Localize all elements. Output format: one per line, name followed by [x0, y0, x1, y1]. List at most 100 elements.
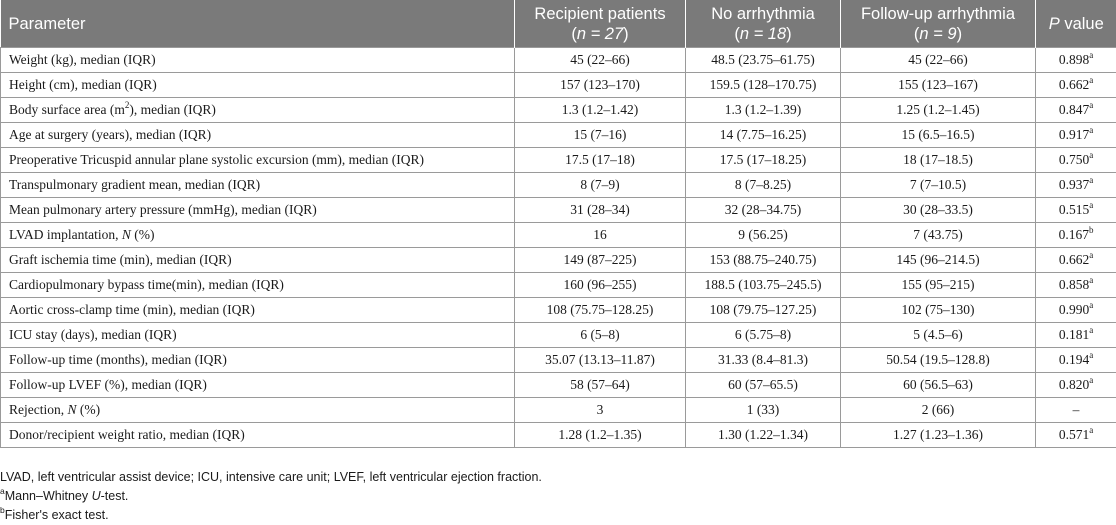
cell-recipient: 3	[515, 398, 686, 423]
cell-no-arrhythmia: 32 (28–34.75)	[686, 198, 841, 223]
cell-recipient: 35.07 (13.13–11.87)	[515, 348, 686, 373]
cell-no-arrhythmia: 9 (56.25)	[686, 223, 841, 248]
footnote-a: aMann–Whitney U-test.	[0, 487, 542, 506]
cell-p-value: 0.847a	[1036, 98, 1116, 123]
table-row: ICU stay (days), median (IQR) 6 (5–8) 6 …	[1, 323, 1116, 348]
cell-p-value: 0.898a	[1036, 48, 1116, 73]
cell-no-arrhythmia: 108 (79.75–127.25)	[686, 298, 841, 323]
cell-follow-up-arrhythmia: 30 (28–33.5)	[841, 198, 1036, 223]
cell-recipient: 1.3 (1.2–1.42)	[515, 98, 686, 123]
table-row: Graft ischemia time (min), median (IQR) …	[1, 248, 1116, 273]
table-footnotes: LVAD, left ventricular assist device; IC…	[0, 468, 542, 525]
cell-parameter: Preoperative Tricuspid annular plane sys…	[1, 148, 515, 173]
cell-no-arrhythmia: 159.5 (128–170.75)	[686, 73, 841, 98]
cell-follow-up-arrhythmia: 155 (123–167)	[841, 73, 1036, 98]
cell-p-value: 0.662a	[1036, 73, 1116, 98]
cell-parameter: Height (cm), median (IQR)	[1, 73, 515, 98]
cell-recipient: 1.28 (1.2–1.35)	[515, 423, 686, 448]
cell-recipient: 58 (57–64)	[515, 373, 686, 398]
cell-p-value: 0.858a	[1036, 273, 1116, 298]
cell-parameter: LVAD implantation, N (%)	[1, 223, 515, 248]
cell-no-arrhythmia: 1.3 (1.2–1.39)	[686, 98, 841, 123]
table-row: Aortic cross-clamp time (min), median (I…	[1, 298, 1116, 323]
cell-p-value: 0.167b	[1036, 223, 1116, 248]
cell-follow-up-arrhythmia: 1.25 (1.2–1.45)	[841, 98, 1036, 123]
cell-follow-up-arrhythmia: 1.27 (1.23–1.36)	[841, 423, 1036, 448]
table-row: Rejection, N (%) 3 1 (33) 2 (66) –	[1, 398, 1116, 423]
cell-follow-up-arrhythmia: 18 (17–18.5)	[841, 148, 1036, 173]
cell-recipient: 149 (87–225)	[515, 248, 686, 273]
header-follow-up-arrhythmia: Follow-up arrhythmia(n = 9)	[841, 0, 1036, 48]
table-row: Transpulmonary gradient mean, median (IQ…	[1, 173, 1116, 198]
cell-parameter: Graft ischemia time (min), median (IQR)	[1, 248, 515, 273]
cell-follow-up-arrhythmia: 45 (22–66)	[841, 48, 1036, 73]
cell-parameter: Age at surgery (years), median (IQR)	[1, 123, 515, 148]
cell-p-value: 0.917a	[1036, 123, 1116, 148]
cell-parameter: Aortic cross-clamp time (min), median (I…	[1, 298, 515, 323]
cell-no-arrhythmia: 8 (7–8.25)	[686, 173, 841, 198]
cell-p-value: –	[1036, 398, 1116, 423]
cell-p-value: 0.750a	[1036, 148, 1116, 173]
cell-no-arrhythmia: 1.30 (1.22–1.34)	[686, 423, 841, 448]
table-row: Follow-up LVEF (%), median (IQR) 58 (57–…	[1, 373, 1116, 398]
cell-follow-up-arrhythmia: 5 (4.5–6)	[841, 323, 1036, 348]
cell-recipient: 6 (5–8)	[515, 323, 686, 348]
cell-p-value: 0.820a	[1036, 373, 1116, 398]
cell-no-arrhythmia: 153 (88.75–240.75)	[686, 248, 841, 273]
cell-follow-up-arrhythmia: 7 (43.75)	[841, 223, 1036, 248]
cell-follow-up-arrhythmia: 155 (95–215)	[841, 273, 1036, 298]
table-row: Height (cm), median (IQR) 157 (123–170) …	[1, 73, 1116, 98]
cell-p-value: 0.515a	[1036, 198, 1116, 223]
cell-no-arrhythmia: 1 (33)	[686, 398, 841, 423]
table-row: Age at surgery (years), median (IQR) 15 …	[1, 123, 1116, 148]
cell-recipient: 45 (22–66)	[515, 48, 686, 73]
cell-parameter: Donor/recipient weight ratio, median (IQ…	[1, 423, 515, 448]
cell-follow-up-arrhythmia: 7 (7–10.5)	[841, 173, 1036, 198]
cell-recipient: 15 (7–16)	[515, 123, 686, 148]
table-row: Donor/recipient weight ratio, median (IQ…	[1, 423, 1116, 448]
table-row: Mean pulmonary artery pressure (mmHg), m…	[1, 198, 1116, 223]
cell-recipient: 157 (123–170)	[515, 73, 686, 98]
footnote-abbreviations: LVAD, left ventricular assist device; IC…	[0, 468, 542, 487]
cell-no-arrhythmia: 6 (5.75–8)	[686, 323, 841, 348]
cell-p-value: 0.662a	[1036, 248, 1116, 273]
cell-follow-up-arrhythmia: 102 (75–130)	[841, 298, 1036, 323]
cell-p-value: 0.181a	[1036, 323, 1116, 348]
cell-parameter: Cardiopulmonary bypass time(min), median…	[1, 273, 515, 298]
cell-no-arrhythmia: 17.5 (17–18.25)	[686, 148, 841, 173]
table-row: Follow-up time (months), median (IQR) 35…	[1, 348, 1116, 373]
cell-p-value: 0.937a	[1036, 173, 1116, 198]
header-no-arrhythmia: No arrhythmia(n = 18)	[686, 0, 841, 48]
cell-parameter: Weight (kg), median (IQR)	[1, 48, 515, 73]
cell-p-value: 0.571a	[1036, 423, 1116, 448]
header-p-value: P value	[1036, 0, 1116, 48]
cell-follow-up-arrhythmia: 145 (96–214.5)	[841, 248, 1036, 273]
cell-no-arrhythmia: 48.5 (23.75–61.75)	[686, 48, 841, 73]
table-row: Preoperative Tricuspid annular plane sys…	[1, 148, 1116, 173]
cell-parameter: Rejection, N (%)	[1, 398, 515, 423]
cell-p-value: 0.194a	[1036, 348, 1116, 373]
cell-parameter: Follow-up time (months), median (IQR)	[1, 348, 515, 373]
cell-recipient: 31 (28–34)	[515, 198, 686, 223]
table-row: Cardiopulmonary bypass time(min), median…	[1, 273, 1116, 298]
cell-follow-up-arrhythmia: 2 (66)	[841, 398, 1036, 423]
cell-parameter: Transpulmonary gradient mean, median (IQ…	[1, 173, 515, 198]
header-row: Parameter Recipient patients(n = 27) No …	[1, 0, 1116, 48]
cell-parameter: ICU stay (days), median (IQR)	[1, 323, 515, 348]
cell-follow-up-arrhythmia: 60 (56.5–63)	[841, 373, 1036, 398]
cell-recipient: 160 (96–255)	[515, 273, 686, 298]
cell-no-arrhythmia: 60 (57–65.5)	[686, 373, 841, 398]
cell-no-arrhythmia: 188.5 (103.75–245.5)	[686, 273, 841, 298]
cell-parameter: Follow-up LVEF (%), median (IQR)	[1, 373, 515, 398]
cell-no-arrhythmia: 31.33 (8.4–81.3)	[686, 348, 841, 373]
cell-no-arrhythmia: 14 (7.75–16.25)	[686, 123, 841, 148]
cell-follow-up-arrhythmia: 50.54 (19.5–128.8)	[841, 348, 1036, 373]
cell-parameter: Mean pulmonary artery pressure (mmHg), m…	[1, 198, 515, 223]
cell-parameter: Body surface area (m2), median (IQR)	[1, 98, 515, 123]
cell-recipient: 8 (7–9)	[515, 173, 686, 198]
cell-recipient: 108 (75.75–128.25)	[515, 298, 686, 323]
table-row: Body surface area (m2), median (IQR) 1.3…	[1, 98, 1116, 123]
cell-follow-up-arrhythmia: 15 (6.5–16.5)	[841, 123, 1036, 148]
table-row: LVAD implantation, N (%) 16 9 (56.25) 7 …	[1, 223, 1116, 248]
header-parameter: Parameter	[1, 0, 515, 48]
